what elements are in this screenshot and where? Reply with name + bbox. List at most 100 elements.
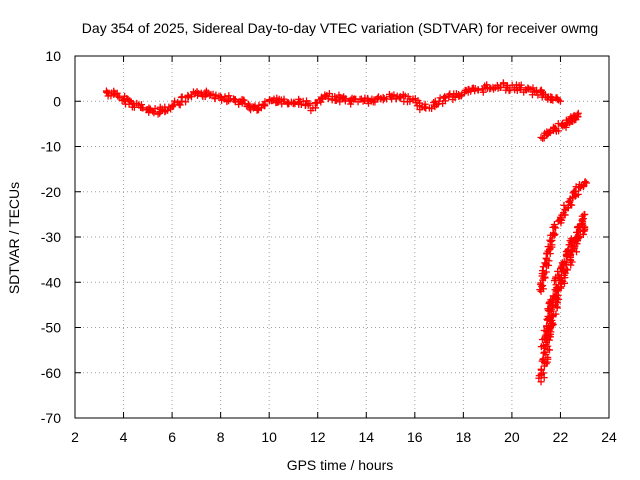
data-point xyxy=(559,209,567,217)
data-point xyxy=(206,91,214,99)
data-point xyxy=(317,95,325,103)
data-point xyxy=(557,278,565,286)
data-point xyxy=(201,93,209,101)
data-point xyxy=(325,90,333,98)
axis-ticks: 2 4 6 8 10 12 14 16 18 20 22 24-70-60-50-40-30-20-1… xyxy=(41,48,617,445)
y-tick-label: -40 xyxy=(41,274,61,290)
data-point xyxy=(261,102,269,110)
data-point xyxy=(581,178,589,186)
y-tick-label: -70 xyxy=(41,410,61,426)
data-point xyxy=(552,126,560,134)
data-point xyxy=(550,221,558,229)
y-tick-label: -30 xyxy=(41,229,61,245)
data-point xyxy=(235,100,243,108)
data-point xyxy=(564,266,572,274)
series-4 xyxy=(535,223,589,386)
data-point xyxy=(416,99,424,107)
data-point xyxy=(542,268,550,276)
data-point xyxy=(441,97,449,105)
data-point xyxy=(547,238,555,246)
data-point xyxy=(565,241,573,249)
data-point xyxy=(392,95,400,103)
data-point xyxy=(574,237,582,245)
data-point xyxy=(225,92,233,100)
data-point xyxy=(567,252,575,260)
grid xyxy=(75,56,609,418)
data-point xyxy=(127,98,135,106)
y-tick-label: 10 xyxy=(45,48,61,64)
data-point xyxy=(324,95,332,103)
x-tick-label: 4 xyxy=(120,429,128,445)
x-tick-label: 8 xyxy=(217,429,225,445)
data-point xyxy=(177,93,185,101)
data-point xyxy=(539,267,547,275)
data-point xyxy=(499,80,507,88)
data-point xyxy=(409,95,417,103)
data-point xyxy=(541,273,549,281)
data-point xyxy=(537,366,545,374)
data-point xyxy=(544,326,552,334)
data-point xyxy=(563,204,571,212)
data-point xyxy=(451,94,459,102)
data-point xyxy=(304,101,312,109)
data-point xyxy=(212,91,220,99)
data-point xyxy=(379,96,387,104)
data-point xyxy=(483,81,491,89)
data-point xyxy=(571,114,579,122)
data-point xyxy=(540,349,548,357)
data-point xyxy=(558,277,566,285)
data-point xyxy=(231,96,239,104)
data-point xyxy=(267,97,275,105)
data-point xyxy=(553,95,561,103)
data-point xyxy=(332,96,340,104)
data-point xyxy=(552,281,560,289)
data-point xyxy=(529,84,537,92)
data-point xyxy=(547,307,555,315)
data-point xyxy=(176,101,184,109)
x-tick-label: 24 xyxy=(601,429,617,445)
y-tick-label: 0 xyxy=(53,93,61,109)
y-tick-label: -50 xyxy=(41,320,61,336)
data-point xyxy=(445,91,453,99)
data-point xyxy=(541,259,549,267)
data-point xyxy=(295,95,303,103)
data-point xyxy=(441,93,449,101)
series-1 xyxy=(537,109,582,142)
data-point xyxy=(552,310,560,318)
data-point xyxy=(567,113,575,121)
data-point xyxy=(517,84,525,92)
data-point xyxy=(171,97,179,105)
y-tick-label: -60 xyxy=(41,365,61,381)
data-point xyxy=(572,228,580,236)
data-point xyxy=(564,118,572,126)
x-tick-label: 6 xyxy=(168,429,176,445)
data-point xyxy=(474,86,482,94)
y-tick-label: -10 xyxy=(41,139,61,155)
x-tick-label: 2 xyxy=(71,429,79,445)
data-point xyxy=(433,101,441,109)
data-point xyxy=(240,96,248,104)
data-point xyxy=(138,104,146,112)
data-points xyxy=(102,79,591,386)
x-tick-label: 20 xyxy=(504,429,520,445)
data-point xyxy=(537,378,545,386)
data-point xyxy=(479,88,487,96)
data-point xyxy=(184,92,192,100)
data-point xyxy=(471,87,479,95)
data-point xyxy=(257,104,265,112)
data-point xyxy=(211,95,219,103)
data-point xyxy=(273,94,281,102)
data-point xyxy=(126,97,134,105)
data-point xyxy=(554,285,562,293)
data-point xyxy=(579,183,587,191)
data-point xyxy=(223,98,231,106)
data-point xyxy=(546,346,554,354)
data-point xyxy=(336,98,344,106)
data-point xyxy=(544,335,552,343)
data-point xyxy=(164,106,172,114)
data-point xyxy=(115,93,123,101)
data-point xyxy=(575,232,583,240)
data-point xyxy=(567,235,575,243)
chart-title: Day 354 of 2025, Sidereal Day-to-day VTE… xyxy=(82,20,598,36)
x-tick-label: 16 xyxy=(407,429,423,445)
